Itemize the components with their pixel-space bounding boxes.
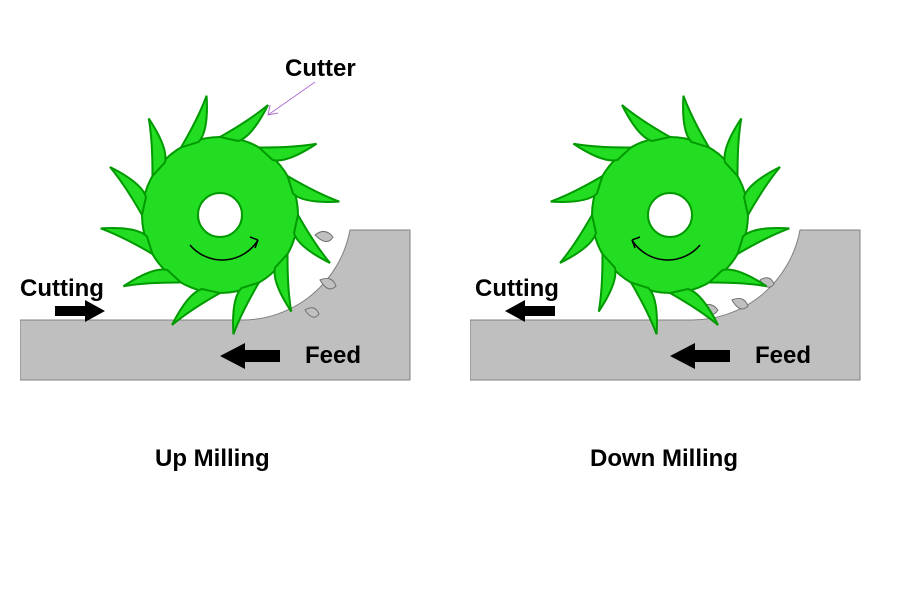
feed-label-right: Feed	[755, 342, 811, 370]
down-milling-diagram	[470, 60, 870, 440]
cutting-label-right: Cutting	[475, 275, 559, 303]
cutting-arrow-right	[55, 300, 105, 322]
cutting-arrow-left	[505, 300, 555, 322]
cutter-label: Cutter	[285, 55, 356, 83]
cutting-label-left: Cutting	[20, 275, 104, 303]
caption-right: Down Milling	[590, 445, 738, 473]
cutter-callout-arrow	[260, 80, 320, 120]
down-milling-svg	[470, 60, 870, 440]
cutter-hole	[648, 193, 692, 237]
up-milling-svg	[20, 60, 420, 440]
up-milling-diagram	[20, 60, 420, 440]
cutter-hole	[198, 193, 242, 237]
caption-left: Up Milling	[155, 445, 270, 473]
cutter	[551, 96, 790, 335]
feed-label-left: Feed	[305, 342, 361, 370]
cutter	[101, 96, 340, 335]
